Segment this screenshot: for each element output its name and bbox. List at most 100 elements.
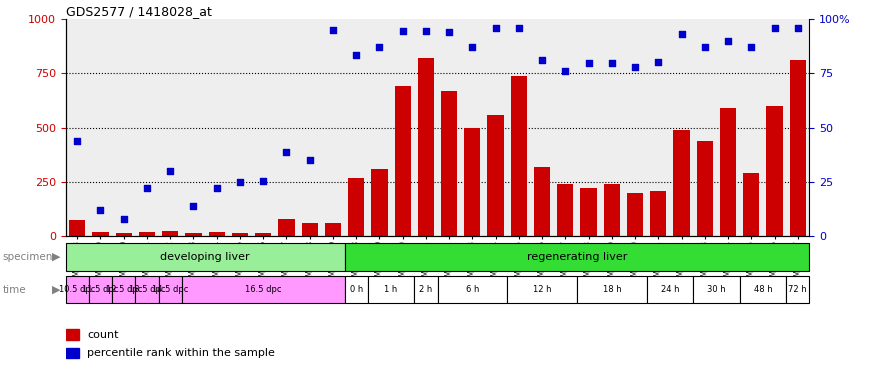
Point — [582, 60, 596, 66]
Point — [396, 28, 410, 34]
Bar — [182, 276, 345, 303]
Bar — [395, 86, 410, 236]
Bar — [66, 348, 80, 358]
Point — [558, 68, 572, 74]
Point — [745, 44, 759, 50]
Bar — [417, 58, 434, 236]
Bar — [766, 106, 782, 236]
Point — [651, 58, 665, 65]
Bar — [66, 276, 89, 303]
Point — [256, 178, 270, 184]
Bar — [255, 233, 271, 236]
Text: 12 h: 12 h — [533, 285, 551, 294]
Bar — [487, 115, 504, 236]
Text: 11.5 dpc: 11.5 dpc — [82, 285, 119, 294]
Text: GDS2577 / 1418028_at: GDS2577 / 1418028_at — [66, 5, 212, 18]
Bar — [186, 233, 201, 236]
Point — [488, 25, 502, 31]
Text: developing liver: developing liver — [160, 252, 250, 262]
Bar — [139, 232, 155, 236]
Text: 6 h: 6 h — [466, 285, 479, 294]
Text: 10.5 dpc: 10.5 dpc — [59, 285, 95, 294]
Point — [70, 137, 84, 144]
Point — [442, 29, 456, 35]
Bar — [696, 141, 713, 236]
Bar — [414, 276, 438, 303]
Text: 13.5 dpc: 13.5 dpc — [129, 285, 165, 294]
Bar — [604, 184, 620, 236]
Bar — [345, 243, 809, 271]
Point — [675, 31, 689, 38]
Bar — [302, 223, 318, 236]
Bar — [511, 76, 527, 236]
Text: percentile rank within the sample: percentile rank within the sample — [88, 348, 275, 358]
Point — [94, 207, 108, 213]
Point — [303, 157, 317, 163]
Text: 48 h: 48 h — [753, 285, 773, 294]
Bar — [89, 276, 112, 303]
Point — [767, 25, 781, 31]
Bar — [66, 329, 80, 340]
Text: 30 h: 30 h — [707, 285, 725, 294]
Bar — [69, 220, 86, 236]
Text: 2 h: 2 h — [419, 285, 432, 294]
Text: 16.5 dpc: 16.5 dpc — [245, 285, 282, 294]
Bar — [577, 276, 647, 303]
Bar — [650, 190, 667, 236]
Bar — [93, 232, 108, 236]
Text: count: count — [88, 329, 119, 340]
Text: 24 h: 24 h — [661, 285, 679, 294]
Bar — [534, 167, 550, 236]
Point — [349, 52, 363, 58]
Bar — [465, 127, 480, 236]
Point — [233, 179, 247, 185]
Point — [279, 149, 293, 155]
Text: ▶: ▶ — [52, 252, 60, 262]
Bar — [345, 276, 368, 303]
Bar — [693, 276, 739, 303]
Point — [186, 203, 200, 209]
Point — [116, 216, 130, 222]
Bar — [278, 219, 295, 236]
Bar — [208, 232, 225, 236]
Bar — [116, 233, 132, 236]
Bar — [789, 60, 806, 236]
Point — [164, 168, 178, 174]
Text: specimen: specimen — [3, 252, 53, 262]
Point — [373, 44, 387, 50]
Point — [326, 27, 340, 33]
Text: 0 h: 0 h — [349, 285, 363, 294]
Point — [605, 60, 619, 66]
Point — [419, 28, 433, 34]
Text: 12.5 dpc: 12.5 dpc — [106, 285, 142, 294]
Bar — [348, 177, 364, 236]
Bar — [739, 276, 786, 303]
Bar — [371, 169, 388, 236]
Bar — [438, 276, 508, 303]
Bar — [368, 276, 414, 303]
Bar — [507, 276, 577, 303]
Bar — [743, 173, 760, 236]
Bar — [647, 276, 693, 303]
Bar — [626, 193, 643, 236]
Bar — [136, 276, 158, 303]
Point — [210, 185, 224, 192]
Bar — [720, 108, 736, 236]
Bar — [674, 130, 690, 236]
Bar — [786, 276, 809, 303]
Bar — [158, 276, 182, 303]
Point — [512, 25, 526, 31]
Text: 1 h: 1 h — [384, 285, 397, 294]
Point — [791, 25, 805, 31]
Bar — [557, 184, 573, 236]
Point — [466, 44, 480, 50]
Text: ▶: ▶ — [52, 285, 60, 295]
Text: 14.5 dpc: 14.5 dpc — [152, 285, 188, 294]
Point — [140, 185, 154, 192]
Bar — [66, 243, 345, 271]
Text: 72 h: 72 h — [788, 285, 807, 294]
Point — [697, 44, 711, 50]
Point — [536, 57, 550, 63]
Bar — [325, 223, 341, 236]
Point — [628, 64, 642, 70]
